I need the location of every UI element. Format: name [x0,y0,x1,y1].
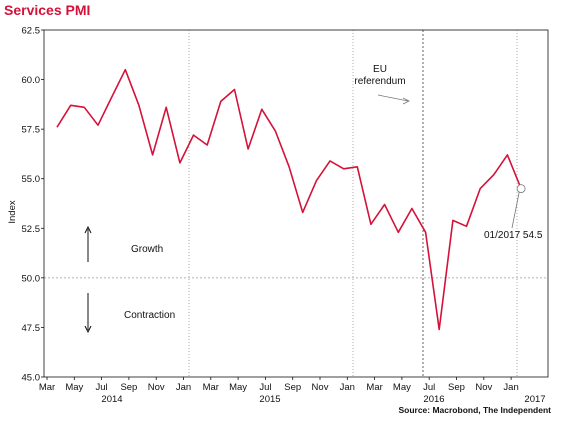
contraction-arrow-head [84,325,92,334]
x-year-label: 2016 [423,394,444,405]
referendum-arrow [377,94,409,102]
x-tick-label: Sep [120,382,137,393]
chart-title: Services PMI [4,2,91,18]
y-tick-label: 60.0 [22,75,41,86]
referendum-label-line2: referendum [354,76,405,87]
axis-layer: 45.0 47.5 50.0 52.5 55.0 57.5 60.0 62.5 Mar May Ju… [22,26,549,405]
contraction-label: Contraction [124,310,175,321]
source-note: Source: Macrobond, The Independent [398,405,551,415]
grid-layer [44,30,548,377]
y-tick-label: 57.5 [22,125,41,136]
last-point-leader [511,192,520,229]
annotation-layer: Index Growth Contraction EU referendum 0… [7,64,551,415]
line-layer [56,68,526,331]
growth-label: Growth [131,244,163,255]
x-tick-label: Jan [176,382,191,393]
x-tick-label: Nov [312,382,329,393]
x-tick-label: Sep [448,382,465,393]
last-point-marker [516,184,526,194]
x-tick-label: Mar [39,382,55,393]
last-point-label: 01/2017 54.5 [484,230,543,241]
x-tick-label: Jan [340,382,355,393]
x-year-label: 2015 [259,394,280,405]
plot-frame [43,29,549,378]
x-tick-label: Sep [284,382,301,393]
y-tick-label: 47.5 [22,323,41,334]
x-tick-label: Nov [148,382,165,393]
x-tick-label: May [393,382,411,393]
x-tick-label: Jul [259,382,271,393]
growth-arrow-head [84,225,92,234]
x-tick-label: Jul [96,382,108,393]
x-year-label: 2014 [101,394,122,405]
y-tick-label: 52.5 [22,224,41,235]
series-line [56,68,522,331]
y-tick-label: 45.0 [22,373,41,384]
y-tick-label: 62.5 [22,26,41,37]
x-tick-label: Mar [203,382,219,393]
referendum-arrow-head [402,97,410,105]
x-tick-label: Mar [366,382,382,393]
referendum-label-line1: EU [373,64,387,75]
y-tick-label: 55.0 [22,174,41,185]
x-tick-label: May [229,382,247,393]
x-tick-label: Nov [475,382,492,393]
y-axis-label: Index [7,200,18,223]
x-tick-label: Jul [423,382,435,393]
x-tick-label: Jan [503,382,518,393]
x-year-label: 2017 [524,394,545,405]
x-tick-label: May [65,382,83,393]
y-tick-label: 50.0 [22,273,41,284]
